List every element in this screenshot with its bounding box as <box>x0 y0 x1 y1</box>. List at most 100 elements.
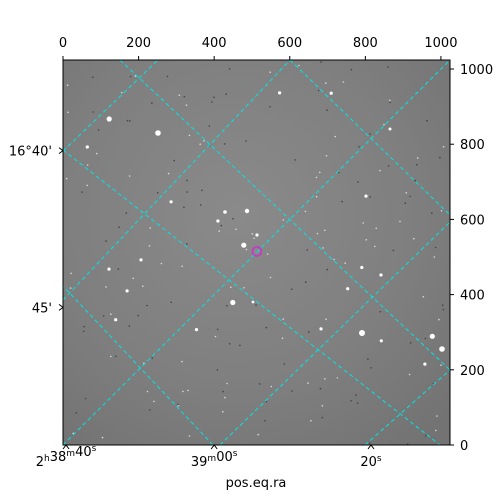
right-tick-label: 800 <box>460 138 485 153</box>
star <box>337 171 340 174</box>
star <box>230 286 232 289</box>
star <box>423 362 427 366</box>
star <box>307 382 309 384</box>
star <box>433 256 436 258</box>
ra-tick-label: 20s <box>360 454 382 470</box>
star <box>106 116 112 122</box>
star <box>199 143 201 145</box>
star <box>257 433 260 436</box>
star <box>322 247 324 249</box>
star <box>125 212 128 214</box>
star <box>83 325 85 328</box>
star <box>269 276 272 279</box>
star <box>160 262 163 265</box>
star <box>120 91 123 94</box>
star <box>364 194 368 198</box>
star <box>86 184 88 187</box>
star <box>82 330 85 333</box>
top-tick-label: 0 <box>59 36 67 51</box>
star <box>344 262 347 264</box>
star <box>183 95 186 98</box>
star <box>333 258 335 261</box>
star-field <box>65 61 445 445</box>
plot-frame <box>62 59 451 446</box>
star <box>117 268 120 270</box>
star <box>211 101 213 103</box>
star <box>110 355 112 358</box>
ra-tick-label: 2h38m40s <box>36 444 97 470</box>
star <box>128 175 131 177</box>
star <box>325 318 327 321</box>
top-tick-label: 600 <box>277 36 302 51</box>
star <box>239 344 241 347</box>
dec-tick <box>58 147 64 155</box>
star <box>187 389 189 392</box>
star <box>216 369 219 371</box>
star <box>326 268 329 271</box>
star <box>374 245 376 248</box>
star <box>362 222 365 224</box>
star <box>230 299 236 306</box>
ra-tick <box>210 444 218 450</box>
star <box>413 237 415 240</box>
star <box>199 204 202 206</box>
dec-axis: 16°40' 45' <box>9 145 64 316</box>
star <box>342 81 345 83</box>
star <box>222 410 224 413</box>
star <box>379 169 381 172</box>
star <box>291 288 293 291</box>
star <box>181 265 183 268</box>
star <box>255 304 257 306</box>
star <box>416 163 418 166</box>
star <box>317 89 320 92</box>
star <box>186 243 188 245</box>
star <box>96 152 98 155</box>
star <box>399 220 401 223</box>
star <box>409 342 412 344</box>
target-marker <box>251 246 263 257</box>
star <box>365 239 368 241</box>
star <box>325 82 327 84</box>
right-tick-label: 400 <box>460 289 485 304</box>
bright-star <box>439 346 445 352</box>
star <box>319 327 323 331</box>
star <box>367 358 369 360</box>
star <box>304 281 307 283</box>
star <box>224 396 226 399</box>
star <box>369 133 372 135</box>
bright-star <box>244 208 250 214</box>
ra-tick-label: 39m00s <box>191 449 238 470</box>
star <box>153 400 155 403</box>
star <box>358 146 360 148</box>
right-tick-label: 0 <box>460 439 468 454</box>
star <box>379 310 382 313</box>
star <box>92 111 94 113</box>
star <box>105 240 107 242</box>
star <box>387 66 390 68</box>
star <box>253 237 255 240</box>
star <box>81 191 83 193</box>
star <box>69 287 72 289</box>
star <box>146 304 148 307</box>
star <box>281 337 284 340</box>
star <box>126 119 129 122</box>
star <box>203 140 205 142</box>
star <box>177 403 179 406</box>
right-tick-label: 1000 <box>460 63 493 78</box>
star <box>440 210 443 212</box>
star <box>186 179 188 182</box>
star <box>379 339 383 343</box>
star <box>223 143 226 145</box>
star <box>86 164 89 166</box>
star <box>137 314 139 317</box>
star <box>422 295 425 298</box>
star <box>357 181 359 183</box>
star <box>228 68 231 70</box>
bright-star <box>155 130 161 136</box>
star <box>222 390 224 393</box>
top-tick-label: 200 <box>126 36 151 51</box>
star <box>326 109 328 111</box>
right-tick-label: 200 <box>460 364 485 379</box>
star <box>282 219 285 221</box>
star <box>213 96 215 99</box>
